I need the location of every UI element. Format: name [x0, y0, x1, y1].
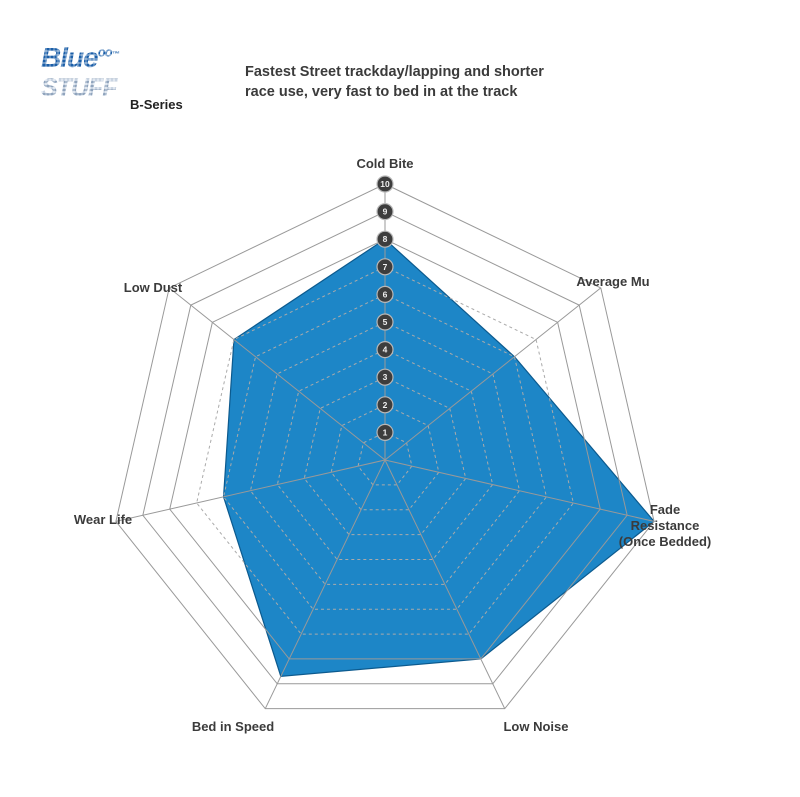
svg-text:Low Dust: Low Dust [124, 280, 183, 295]
svg-text:1: 1 [383, 427, 388, 437]
svg-text:7: 7 [383, 262, 388, 272]
svg-text:4: 4 [383, 345, 388, 355]
svg-text:Fade: Fade [650, 502, 680, 517]
svg-text:10: 10 [380, 179, 390, 189]
svg-text:3: 3 [383, 372, 388, 382]
svg-text:Average Mu: Average Mu [576, 274, 649, 289]
svg-text:Bed in Speed: Bed in Speed [192, 719, 274, 734]
svg-text:Wear Life: Wear Life [74, 512, 132, 527]
svg-text:8: 8 [383, 234, 388, 244]
svg-text:6: 6 [383, 289, 388, 299]
svg-text:9: 9 [383, 207, 388, 217]
svg-text:Cold Bite: Cold Bite [356, 156, 413, 171]
svg-text:(Once Bedded): (Once Bedded) [619, 534, 711, 549]
svg-text:Low Noise: Low Noise [503, 719, 568, 734]
svg-text:Resistance: Resistance [631, 518, 700, 533]
svg-text:5: 5 [383, 317, 388, 327]
svg-text:2: 2 [383, 400, 388, 410]
